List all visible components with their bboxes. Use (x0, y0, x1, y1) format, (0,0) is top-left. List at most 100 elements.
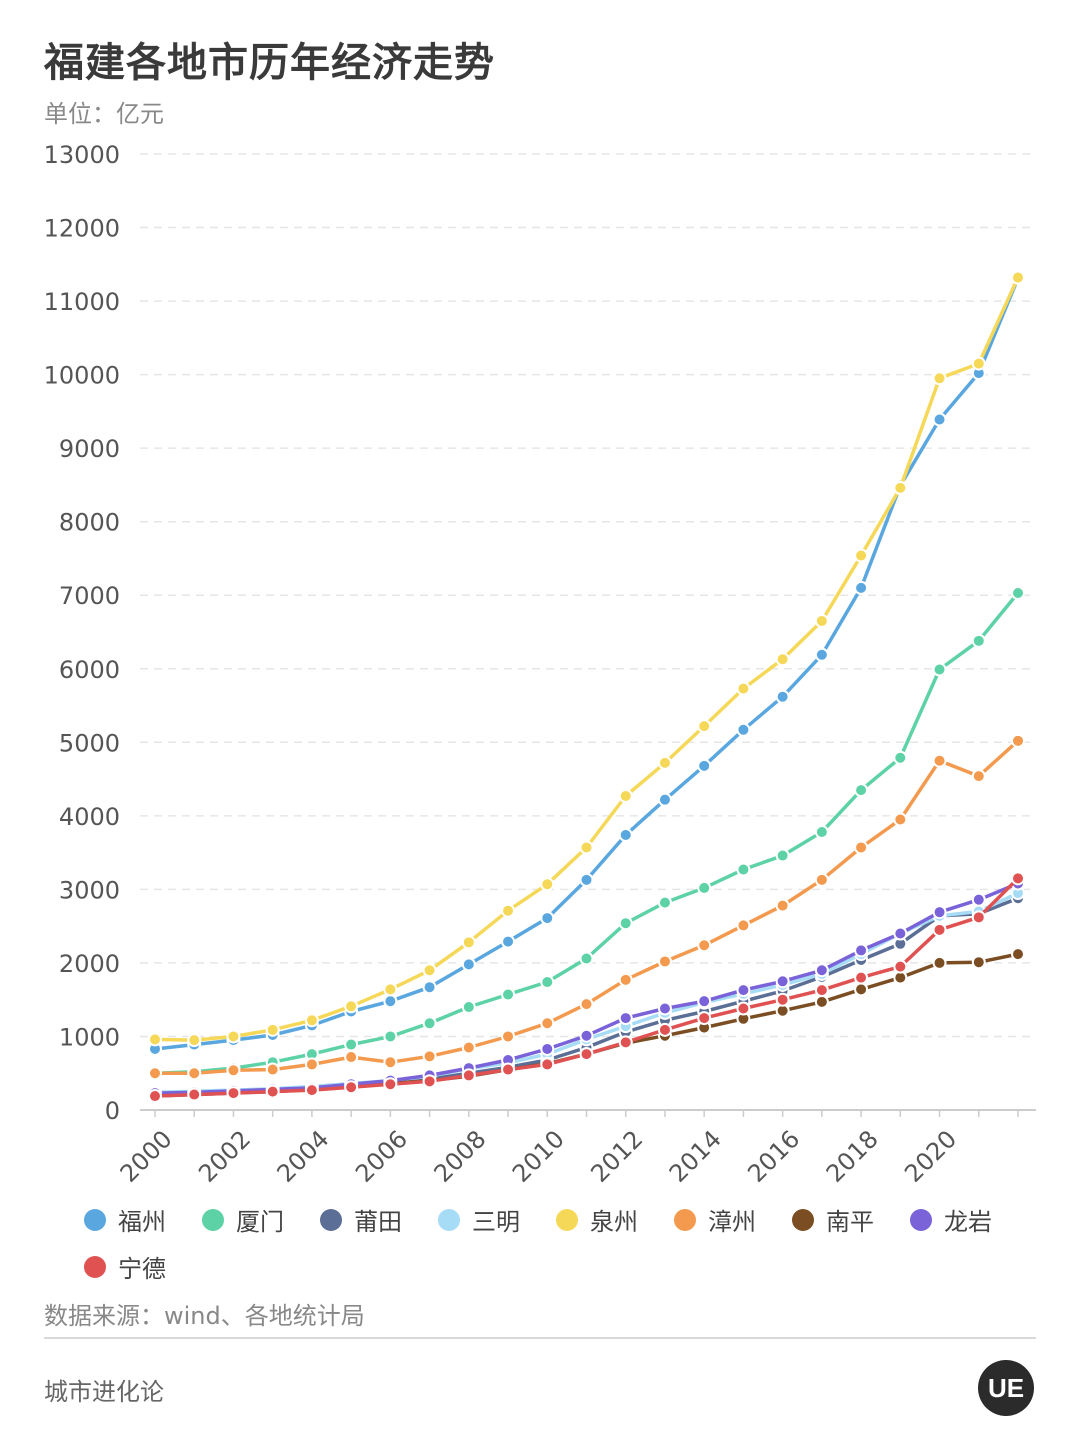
y-tick-label: 1000 (59, 1023, 120, 1051)
y-tick-label: 13000 (44, 141, 120, 169)
data-point (461, 1040, 476, 1055)
series-8 (148, 876, 1025, 1101)
legend-item[interactable]: 宁德 (84, 1249, 202, 1284)
legend-item[interactable]: 漳州 (674, 1202, 792, 1237)
data-point (579, 1028, 594, 1043)
legend-swatch (320, 1208, 342, 1231)
legend-swatch (674, 1208, 696, 1231)
data-point (461, 957, 476, 972)
data-point (304, 1013, 319, 1028)
data-point (579, 997, 594, 1012)
data-point (893, 480, 908, 495)
legend-swatch (556, 1208, 578, 1231)
data-point (893, 926, 908, 941)
data-point (148, 1089, 162, 1104)
data-point (461, 1000, 476, 1015)
x-tick-label: 2018 (821, 1125, 884, 1188)
data-point (657, 792, 672, 807)
y-tick-label: 12000 (44, 215, 120, 243)
data-point (775, 689, 790, 704)
data-point (265, 1022, 280, 1037)
data-point (226, 1086, 241, 1101)
data-point (697, 1011, 712, 1026)
series-7 (148, 947, 1025, 1103)
data-point (814, 994, 829, 1009)
legend-label: 莆田 (354, 1208, 402, 1236)
data-point (775, 898, 790, 913)
data-point (540, 911, 555, 926)
data-point (932, 922, 947, 937)
data-point (422, 980, 437, 995)
legend-label: 漳州 (708, 1208, 756, 1236)
series-line (154, 877, 1020, 1098)
data-point (932, 905, 947, 920)
data-point (618, 916, 633, 931)
data-point (1011, 586, 1025, 601)
data-point (932, 371, 947, 386)
series-5 (148, 270, 1025, 1048)
data-point (461, 935, 476, 950)
legend-swatch (84, 1255, 106, 1278)
data-point (814, 613, 829, 628)
x-tick-label: 2008 (429, 1125, 492, 1188)
data-point (540, 877, 555, 892)
legend-label: 三明 (472, 1208, 520, 1236)
data-point (1011, 871, 1025, 886)
legend-item[interactable]: 莆田 (320, 1202, 438, 1237)
y-tick-label: 6000 (59, 656, 120, 684)
data-point (618, 972, 633, 987)
series-line (154, 881, 1019, 1095)
data-point (814, 647, 829, 662)
y-tick-label: 3000 (59, 876, 120, 904)
data-point (540, 975, 555, 990)
data-point (854, 580, 869, 595)
data-point (854, 840, 869, 855)
y-tick-label: 9000 (59, 435, 120, 463)
legend-item[interactable]: 南平 (792, 1202, 910, 1237)
y-tick-label: 8000 (59, 509, 120, 537)
data-point (971, 356, 986, 371)
data-point (148, 1066, 162, 1081)
data-point (657, 755, 672, 770)
data-point (932, 662, 947, 677)
line-chart: 0 1000 2000 3000 4000 5000 6000 7000 8000 9000 100… (44, 141, 1036, 1188)
data-point (775, 974, 790, 989)
y-tick-label: 2000 (59, 950, 120, 978)
grid-layer (140, 153, 1036, 1038)
data-point (579, 840, 594, 855)
legend-item[interactable]: 福州 (84, 1202, 202, 1237)
data-point (344, 1050, 359, 1065)
legend-item[interactable]: 三明 (438, 1202, 556, 1237)
x-tick-label: 2010 (507, 1125, 570, 1188)
data-point (187, 1033, 202, 1048)
data-point (893, 959, 908, 974)
series-layer (148, 270, 1025, 1104)
data-point (148, 1032, 162, 1047)
legend-item[interactable]: 龙岩 (910, 1202, 1028, 1237)
data-point (697, 758, 712, 773)
data-point (1011, 733, 1025, 748)
x-tick-label: 2012 (585, 1125, 648, 1188)
data-point (540, 1016, 555, 1031)
data-point (579, 951, 594, 966)
data-point (265, 1084, 280, 1099)
legend-swatch (438, 1208, 460, 1231)
data-source-note: 数据来源：wind、各地统计局 (44, 1302, 365, 1330)
legend-swatch (910, 1208, 932, 1231)
data-point (501, 934, 516, 949)
data-point (697, 938, 712, 953)
data-point (618, 1011, 633, 1026)
x-tick-label: 2014 (664, 1125, 727, 1188)
data-point (383, 1055, 398, 1070)
data-point (971, 910, 986, 925)
data-point (814, 825, 829, 840)
series-line (154, 952, 1019, 1098)
x-tick-label: 2020 (899, 1125, 962, 1188)
legend-item[interactable]: 厦门 (202, 1202, 320, 1237)
data-point (854, 982, 869, 997)
data-point (618, 1035, 633, 1050)
data-point (1011, 270, 1025, 285)
data-point (971, 892, 986, 907)
legend-item[interactable]: 泉州 (556, 1202, 674, 1237)
data-point (932, 753, 947, 768)
